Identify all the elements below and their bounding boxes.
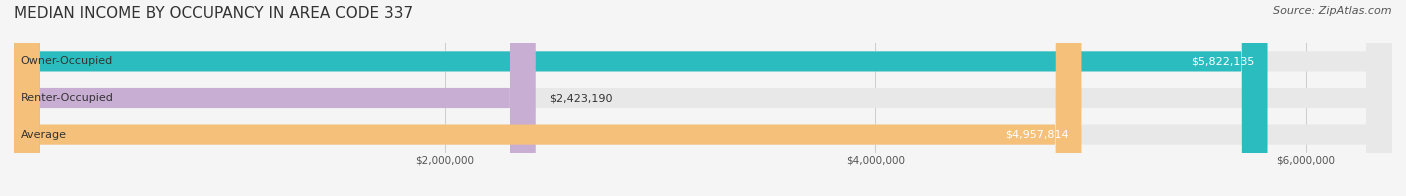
Text: $4,957,814: $4,957,814	[1005, 130, 1069, 140]
FancyBboxPatch shape	[14, 0, 1081, 196]
FancyBboxPatch shape	[14, 0, 536, 196]
FancyBboxPatch shape	[14, 0, 1392, 196]
Text: $2,423,190: $2,423,190	[548, 93, 612, 103]
Text: Average: Average	[21, 130, 66, 140]
Text: MEDIAN INCOME BY OCCUPANCY IN AREA CODE 337: MEDIAN INCOME BY OCCUPANCY IN AREA CODE …	[14, 6, 413, 21]
Text: Source: ZipAtlas.com: Source: ZipAtlas.com	[1274, 6, 1392, 16]
FancyBboxPatch shape	[14, 0, 1268, 196]
FancyBboxPatch shape	[14, 0, 1392, 196]
FancyBboxPatch shape	[14, 0, 1392, 196]
Text: Renter-Occupied: Renter-Occupied	[21, 93, 114, 103]
Text: $5,822,135: $5,822,135	[1191, 56, 1254, 66]
Text: Owner-Occupied: Owner-Occupied	[21, 56, 112, 66]
